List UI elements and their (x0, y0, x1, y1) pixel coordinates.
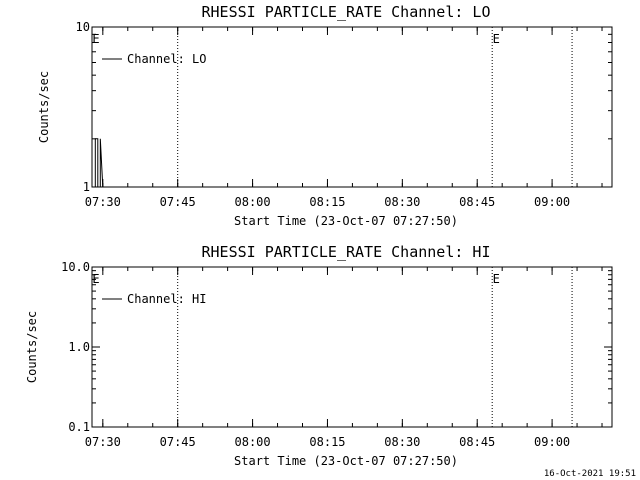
chart-title: RHESSI PARTICLE_RATE Channel: HI (202, 243, 491, 261)
y-tick-label: 10 (76, 20, 90, 34)
y-tick-label: 0.1 (68, 420, 90, 434)
y-axis-label: Counts/sec (37, 71, 51, 143)
x-tick-label: 08:45 (459, 195, 495, 209)
plot-frame (91, 266, 613, 428)
x-tick-label: 09:00 (534, 435, 570, 449)
legend-label: Channel: LO (127, 52, 206, 66)
x-tick-label: 08:00 (235, 435, 271, 449)
event-marker: E (92, 32, 99, 46)
series-line (92, 138, 104, 188)
event-marker: E (493, 272, 500, 286)
plot-frame (91, 26, 613, 188)
x-tick-label: 08:15 (309, 195, 345, 209)
x-tick-label: 07:30 (85, 435, 121, 449)
chart-panel-hi: RHESSI PARTICLE_RATE Channel: HI Counts/… (25, 243, 613, 468)
x-tick-label: 08:30 (384, 195, 420, 209)
x-tick-label: 07:30 (85, 195, 121, 209)
footer-timestamp: 16-Oct-2021 19:51 (544, 469, 636, 479)
y-tick-label: 10.0 (61, 260, 90, 274)
y-tick-label: 1 (83, 180, 90, 194)
chart-title: RHESSI PARTICLE_RATE Channel: LO (202, 3, 491, 21)
x-tick-label: 08:45 (459, 435, 495, 449)
chart-panel-lo: RHESSI PARTICLE_RATE Channel: LO Counts/… (37, 3, 613, 228)
y-axis-label: Counts/sec (25, 311, 39, 383)
event-marker: E (92, 272, 99, 286)
x-axis-label: Start Time (23-Oct-07 07:27:50) (234, 214, 458, 228)
legend-label: Channel: HI (127, 292, 206, 306)
x-tick-label: 08:30 (384, 435, 420, 449)
legend: Channel: LO (102, 52, 206, 66)
x-tick-label: 07:45 (160, 435, 196, 449)
x-tick-label: 08:15 (309, 435, 345, 449)
x-tick-label: 09:00 (534, 195, 570, 209)
y-tick-label: 1.0 (68, 340, 90, 354)
legend: Channel: HI (102, 292, 206, 306)
x-tick-label: 07:45 (160, 195, 196, 209)
event-marker: E (493, 32, 500, 46)
x-tick-label: 08:00 (235, 195, 271, 209)
x-axis-label: Start Time (23-Oct-07 07:27:50) (234, 454, 458, 468)
